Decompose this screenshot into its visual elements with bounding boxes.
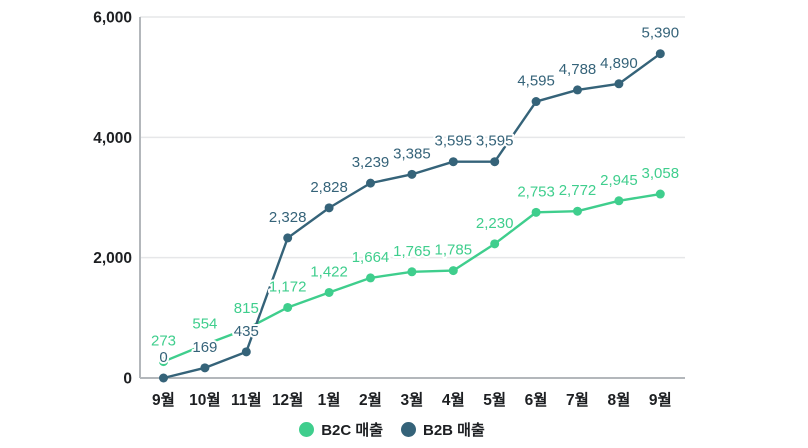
x-tick-label: 5월 bbox=[483, 391, 506, 409]
chart-legend: B2C 매출 B2B 매출 bbox=[0, 410, 808, 448]
legend-dot-b2b-icon bbox=[401, 421, 416, 437]
b2c-data-point bbox=[531, 207, 541, 217]
b2c-value-label: 2,945 bbox=[600, 172, 638, 189]
x-tick-label: 8월 bbox=[607, 391, 630, 409]
b2c-value-label: 554 bbox=[192, 316, 217, 333]
b2c-value-label: 815 bbox=[234, 300, 259, 317]
x-tick-label: 9월 bbox=[152, 391, 175, 409]
b2b-data-point bbox=[531, 97, 541, 107]
b2b-value-label: 3,239 bbox=[352, 154, 390, 171]
b2b-data-point bbox=[366, 178, 375, 188]
b2b-value-label: 169 bbox=[192, 339, 217, 356]
x-tick-label: 3월 bbox=[400, 391, 423, 409]
b2c-data-point bbox=[448, 266, 458, 276]
b2b-value-label: 5,390 bbox=[642, 25, 680, 42]
y-tick-label: 2,000 bbox=[93, 250, 132, 267]
b2c-value-label: 3,058 bbox=[642, 165, 680, 182]
x-tick-label: 7월 bbox=[566, 391, 589, 409]
b2b-value-label: 2,828 bbox=[310, 179, 348, 196]
b2c-data-point bbox=[283, 302, 293, 312]
b2c-value-label: 2,753 bbox=[517, 183, 555, 200]
b2b-value-label: 4,890 bbox=[600, 55, 638, 72]
b2b-data-point bbox=[324, 203, 334, 213]
legend-dot-b2c-icon bbox=[299, 421, 315, 437]
x-tick-label: 11월 bbox=[231, 391, 262, 409]
b2c-data-point bbox=[366, 273, 375, 283]
b2c-data-point bbox=[573, 206, 582, 216]
b2b-value-label: 435 bbox=[234, 323, 259, 340]
b2c-data-point bbox=[159, 357, 168, 367]
b2c-value-label: 1,664 bbox=[352, 249, 390, 266]
legend-label-b2c: B2C 매출 bbox=[321, 421, 383, 439]
b2c-data-point bbox=[324, 287, 334, 297]
b2c-value-label: 2,230 bbox=[476, 215, 514, 232]
legend-item-b2c[interactable]: B2C 매출 bbox=[299, 419, 383, 440]
b2c-value-label: 1,172 bbox=[269, 278, 307, 295]
legend-label-b2b: B2B 매출 bbox=[423, 421, 485, 439]
x-tick-label: 9월 bbox=[649, 391, 672, 409]
b2c-value-label: 1,765 bbox=[393, 243, 431, 260]
b2c-data-point bbox=[614, 196, 624, 206]
b2b-value-label: 3,385 bbox=[393, 145, 431, 162]
legend-item-b2b[interactable]: B2B 매출 bbox=[401, 419, 485, 440]
b2b-value-label: 4,788 bbox=[559, 61, 597, 78]
line-chart-plot: 0 2,000 4,000 6,000 9월 10월 11월 12월 1월 2월 3월 4월 5월 6월 7… bbox=[93, 10, 685, 409]
b2b-value-label: 2,328 bbox=[269, 209, 307, 226]
y-tick-label: 6,000 bbox=[93, 10, 132, 27]
b2b-data-point bbox=[614, 79, 624, 89]
y-tick-label: 0 bbox=[123, 371, 132, 388]
b2b-value-label: 0 bbox=[159, 349, 167, 366]
b2b-data-point bbox=[448, 157, 458, 167]
x-tick-label: 4월 bbox=[442, 391, 465, 409]
b2b-data-point bbox=[490, 157, 500, 167]
b2b-data-point bbox=[655, 49, 665, 59]
b2c-data-point bbox=[407, 267, 417, 277]
b2b-data-point bbox=[159, 373, 168, 383]
b2b-value-label: 3,595 bbox=[435, 133, 473, 150]
b2b-data-point bbox=[407, 169, 417, 179]
b2c-value-label: 1,422 bbox=[310, 263, 348, 280]
b2c-value-label: 273 bbox=[151, 333, 176, 350]
x-tick-label: 6월 bbox=[525, 391, 548, 409]
x-tick-label: 12월 bbox=[272, 391, 304, 409]
b2c-data-point bbox=[241, 324, 251, 334]
b2b-value-label: 4,595 bbox=[517, 73, 555, 90]
b2c-data-point bbox=[655, 189, 665, 199]
b2c-data-point bbox=[490, 239, 500, 249]
x-tick-label: 2월 bbox=[359, 391, 382, 409]
b2c-value-label: 1,785 bbox=[435, 242, 473, 259]
b2b-data-point bbox=[200, 363, 210, 373]
b2c-data-point bbox=[200, 340, 210, 350]
x-tick-label: 1월 bbox=[318, 391, 341, 409]
y-tick-label: 4,000 bbox=[93, 130, 132, 147]
b2b-data-point bbox=[241, 347, 251, 357]
b2b-data-point bbox=[573, 85, 582, 95]
b2c-value-label: 2,772 bbox=[559, 182, 597, 199]
b2b-data-point bbox=[283, 233, 293, 243]
x-tick-label: 10월 bbox=[189, 391, 221, 409]
b2b-value-label: 3,595 bbox=[476, 133, 514, 150]
